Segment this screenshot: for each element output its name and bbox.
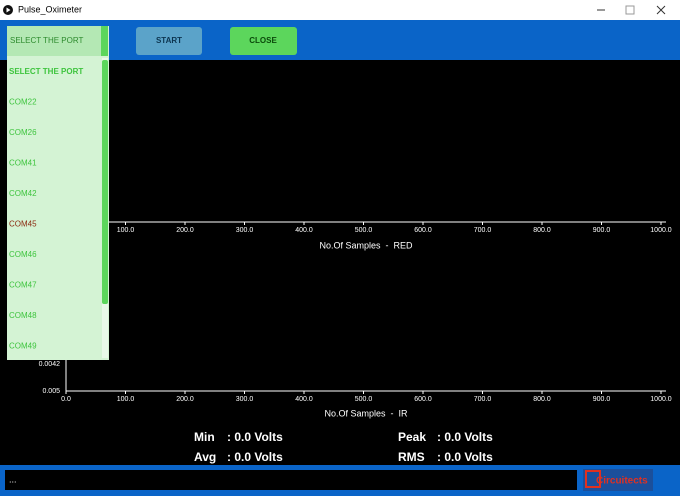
port-select[interactable] — [7, 26, 103, 56]
x-tick-label: 900.0 — [593, 396, 611, 403]
x-tick-label: 700.0 — [474, 396, 492, 403]
stat-label: Avg — [194, 450, 216, 464]
y-tick-label: 0.0042 — [39, 361, 61, 368]
x-tick-label: 900.0 — [593, 227, 611, 234]
x-tick-label: 200.0 — [176, 227, 194, 234]
x-tick-label: 500.0 — [355, 227, 373, 234]
chart-area — [0, 60, 680, 465]
port-option[interactable]: COM26 — [9, 128, 37, 137]
port-option[interactable]: COM47 — [9, 281, 37, 290]
title-bar — [0, 0, 680, 20]
port-option[interactable]: COM46 — [9, 250, 37, 259]
x-tick-label: 800.0 — [533, 396, 551, 403]
x-tick-label: 1000.0 — [650, 227, 672, 234]
port-option[interactable]: COM22 — [9, 98, 37, 107]
port-select-text: SELECT THE PORT — [10, 36, 83, 45]
port-select-arrow[interactable] — [101, 26, 108, 56]
x-tick-label: 500.0 — [355, 396, 373, 403]
x-axis-label: No.Of Samples - IR — [324, 408, 408, 418]
x-tick-label: 1000.0 — [650, 396, 672, 403]
maximize-button[interactable] — [625, 5, 635, 15]
x-tick-label: 400.0 — [295, 396, 313, 403]
start-button[interactable] — [136, 27, 202, 55]
port-option[interactable]: COM48 — [9, 311, 37, 320]
port-option[interactable]: COM41 — [9, 159, 37, 168]
x-tick-label: 300.0 — [236, 396, 254, 403]
x-axis-label: No.Of Samples - RED — [319, 240, 413, 250]
window-title: Pulse_Oximeter — [18, 4, 82, 14]
x-tick-label: 600.0 — [414, 396, 432, 403]
port-list — [7, 26, 109, 360]
scrollbar-thumb[interactable] — [102, 60, 108, 304]
close-window-button[interactable] — [656, 5, 666, 15]
close-label: CLOSE — [249, 36, 277, 45]
stat-value: : 0.0 Volts — [437, 450, 493, 464]
stat-label: Peak — [398, 430, 426, 444]
stat-label: RMS — [398, 450, 425, 464]
x-tick-label: 700.0 — [474, 227, 492, 234]
console-field[interactable] — [5, 470, 577, 490]
stat-label: Min — [194, 430, 215, 444]
x-tick-label: 200.0 — [176, 396, 194, 403]
app-icon-glyph — [6, 7, 11, 13]
x-tick-label: 400.0 — [295, 227, 313, 234]
port-option[interactable]: SELECT THE PORT — [9, 67, 83, 76]
x-tick-label: 800.0 — [533, 227, 551, 234]
logo-text: Circuitects — [596, 476, 648, 487]
console-text: ... — [9, 474, 17, 484]
stat-value: : 0.0 Volts — [437, 430, 493, 444]
toolbar — [0, 20, 680, 60]
stat-value: : 0.0 Volts — [227, 430, 283, 444]
port-option[interactable]: COM49 — [9, 342, 37, 351]
x-tick-label: 0.0 — [61, 396, 71, 403]
close-button[interactable] — [230, 27, 297, 55]
x-tick-label: 600.0 — [414, 227, 432, 234]
port-option[interactable]: COM42 — [9, 189, 37, 198]
x-tick-label: 100.0 — [117, 396, 135, 403]
x-tick-label: 100.0 — [117, 227, 135, 234]
stat-value: : 0.0 Volts — [227, 450, 283, 464]
port-dropdown[interactable]: SELECT THE PORT SELECT THE PORT COM22 COM2… — [7, 26, 109, 360]
port-option[interactable]: COM45 — [9, 220, 37, 229]
x-tick-label: 300.0 — [236, 227, 254, 234]
y-tick-label: 0.005 — [42, 388, 60, 395]
logo-mark — [585, 470, 601, 488]
start-label: START — [156, 36, 182, 45]
